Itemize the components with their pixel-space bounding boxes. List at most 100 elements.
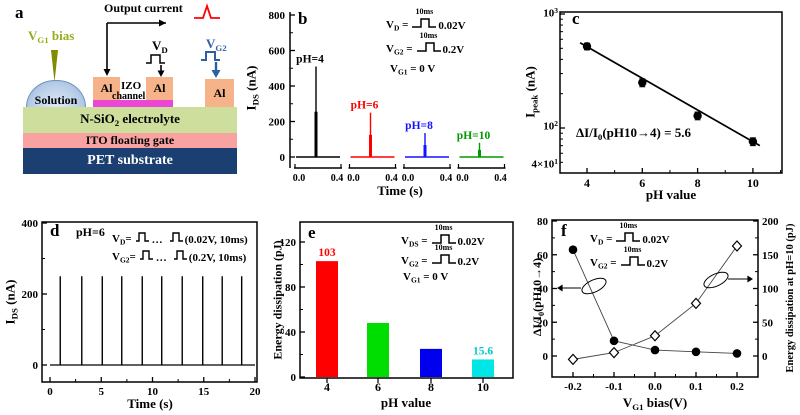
- pulse-icon: [616, 232, 641, 242]
- chart-c-canvas: 4 6 8 10: [559, 11, 783, 190]
- x-axis-label: Time (s): [377, 183, 423, 198]
- svg-text:10: 10: [747, 176, 759, 190]
- panel-letter: d: [50, 221, 60, 240]
- svg-text:400: 400: [22, 218, 39, 230]
- svg-text:pH=8: pH=8: [405, 120, 433, 132]
- svg-text:8: 8: [695, 176, 701, 190]
- pulse-width-label: 10ms: [434, 243, 453, 252]
- ito-label: ITO floating gate: [85, 133, 175, 147]
- voltage-label: VD =: [386, 18, 409, 33]
- svg-text:0: 0: [762, 351, 768, 363]
- al-label: Al: [100, 81, 113, 95]
- svg-text:6: 6: [639, 176, 645, 190]
- chart-e-canvas: 0 40 80 120 4 6 8 10 103 15.6: [280, 221, 514, 394]
- svg-text:40: 40: [537, 284, 549, 296]
- svg-text:100: 100: [762, 284, 779, 296]
- electrolyte-layer: N-SiO2 electrolyte: [23, 107, 237, 133]
- voltage-label: VG1 = 0 V: [390, 63, 436, 77]
- delta-annotation: ΔI/I0(pH10→4) = 5.6: [576, 125, 691, 143]
- pulse-annotation: VG1 = 0 V: [390, 63, 436, 77]
- pulse-train-icon: [139, 250, 153, 260]
- panel-letter: e: [308, 223, 316, 242]
- pulse-annotation: VG2 = 10ms 0.2V: [386, 32, 465, 57]
- voltage-label: VG2 =: [386, 42, 413, 57]
- voltage-label: VG2=: [112, 250, 136, 265]
- svg-text:pH=6: pH=6: [351, 100, 379, 112]
- pulse-train-icon: [169, 232, 183, 242]
- al-label: Al: [153, 81, 166, 95]
- svg-text:0.4: 0.4: [385, 173, 398, 184]
- svg-text:10: 10: [477, 380, 489, 394]
- al-electrode-middle: Al: [146, 77, 173, 100]
- ellipsis: …: [155, 252, 168, 264]
- chart-d-canvas: 0 200 400 0 5 10 15 20: [22, 218, 262, 398]
- panel-letter: b: [298, 9, 308, 28]
- vg2-label: VG2: [206, 36, 227, 54]
- izo-channel-strip: [93, 100, 173, 108]
- pulse-amplitude-label: 0.02V: [642, 234, 670, 246]
- pulse-amplitude-label: 0.2V: [442, 44, 465, 56]
- svg-text:15.6: 15.6: [473, 345, 493, 357]
- panel-e: 0 40 80 120 4 6 8 10 103 15.6 e VDS = 10ms 0.02V VG2 …: [270, 200, 530, 415]
- al-electrode-right: Al: [205, 79, 234, 107]
- svg-text:pH=10: pH=10: [457, 130, 491, 142]
- pulse-amplitude-label: 0.2V: [457, 256, 480, 268]
- svg-text:0.4: 0.4: [494, 173, 507, 184]
- pulse-amplitude-label: 0.02V: [438, 20, 466, 32]
- svg-text:0.2: 0.2: [730, 381, 744, 393]
- pet-layer: PET substrate: [23, 148, 237, 174]
- y-axis-left-label: ΔI/I0(pH10→4): [530, 257, 546, 337]
- pulse-params-label: (0.2V, 10ms): [188, 252, 247, 264]
- x-axis-label: pH value: [645, 187, 697, 202]
- al-label: Al: [213, 85, 226, 100]
- svg-text:0.1: 0.1: [689, 381, 703, 393]
- svg-text:0.4: 0.4: [440, 173, 453, 184]
- pulse-width-label: 10ms: [619, 221, 638, 230]
- svg-text:5: 5: [99, 386, 105, 398]
- x-axis-label: pH value: [380, 395, 432, 410]
- pulse-width-label: 10ms: [419, 31, 438, 40]
- panel-c: 4 6 8 10 c 103 102 4×101 ΔI/I0(pH10→4) = 5.6 pH …: [520, 0, 800, 202]
- pulse-icon: [620, 256, 645, 266]
- svg-text:400: 400: [269, 81, 286, 93]
- channel-label: channel: [112, 91, 146, 102]
- pet-label: PET substrate: [87, 153, 173, 168]
- pulse-annotation: VD= … (0.02V, 10ms): [112, 230, 248, 246]
- pulse-annotation: VD = 10ms 0.02V: [590, 222, 670, 246]
- pulse-annotation: VG2= … (0.2V, 10ms): [112, 248, 246, 264]
- svg-text:0.0: 0.0: [402, 173, 415, 184]
- pulse-amplitude-label: 0.02V: [457, 236, 485, 248]
- izo-label: IZO: [121, 80, 142, 92]
- panel-b: 0 200 400 600 800 0.0 0.4 pH=4 0.0 0.4 pH=6 0.0 0.4 p…: [240, 0, 520, 200]
- y-axis-label: IDS (nA): [243, 65, 261, 111]
- svg-text:0.4: 0.4: [331, 173, 344, 184]
- pulse-icon: [416, 42, 441, 52]
- svg-text:0: 0: [47, 386, 53, 398]
- svg-text:150: 150: [762, 250, 779, 262]
- pulse-width-label: 10ms: [623, 245, 642, 254]
- svg-text:200: 200: [269, 117, 286, 129]
- y-tick-label: 102: [543, 119, 558, 133]
- panel-letter: c: [572, 9, 580, 28]
- svg-text:80: 80: [285, 282, 297, 294]
- output-current-label: Output current: [104, 1, 183, 15]
- pulse-icon: [412, 18, 437, 28]
- svg-text:0: 0: [33, 360, 39, 372]
- solution-label: Solution: [34, 93, 78, 107]
- panel-letter: a: [15, 3, 24, 22]
- svg-text:600: 600: [269, 46, 286, 58]
- vg1-bias-label: VG1 bias: [28, 28, 75, 46]
- y-axis-label: Ipeak (nA): [522, 66, 540, 118]
- x-axis-label: VG1 bias(V): [622, 395, 688, 413]
- svg-text:0.0: 0.0: [456, 173, 469, 184]
- panel-letter: f: [561, 221, 567, 240]
- vd-label: VD: [152, 38, 168, 56]
- svg-text:10: 10: [147, 386, 159, 398]
- svg-text:-0.1: -0.1: [605, 381, 622, 393]
- panel-a: a Output current VG1 bias VD VG2 Solutio…: [0, 0, 240, 200]
- svg-text:8: 8: [428, 380, 434, 394]
- pulse-width-label: 10ms: [415, 7, 434, 16]
- al-electrode-left: Al: [93, 77, 120, 100]
- ito-layer: ITO floating gate: [23, 133, 237, 148]
- pulse-width-label: 10ms: [434, 223, 453, 232]
